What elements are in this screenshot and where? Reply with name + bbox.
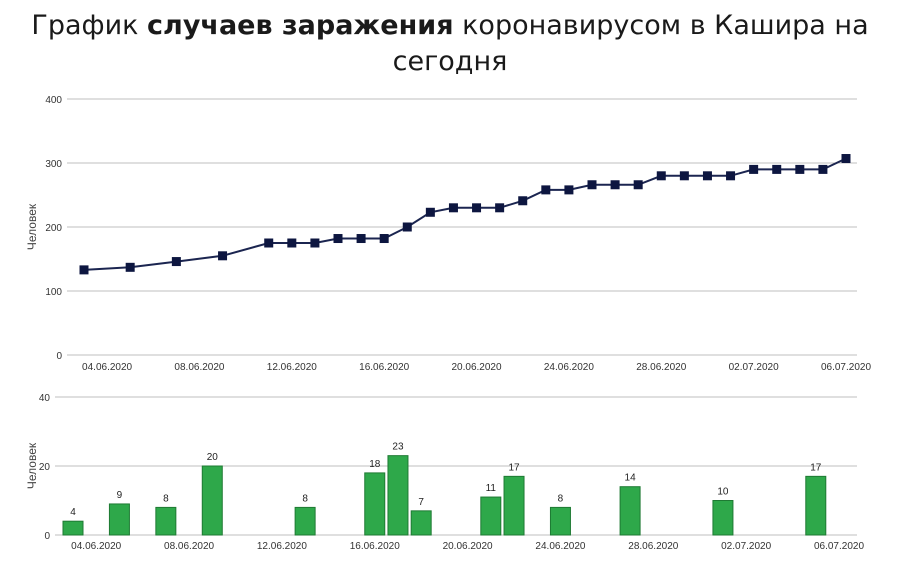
bar bbox=[62, 520, 84, 536]
bar-xtick-label: 06.07.2020 bbox=[814, 541, 864, 552]
data-point bbox=[448, 203, 458, 213]
line-xtick-label: 24.06.2020 bbox=[544, 362, 594, 373]
title-part-2: коронавирусом в Кашира на сегодня bbox=[392, 10, 869, 77]
bar-data-label: 9 bbox=[117, 490, 123, 501]
line-xtick-label: 06.07.2020 bbox=[821, 362, 871, 373]
bar-xtick-label: 02.07.2020 bbox=[721, 541, 771, 552]
data-point bbox=[656, 171, 666, 181]
data-point bbox=[841, 154, 851, 164]
line-xtick-label: 08.06.2020 bbox=[174, 362, 224, 373]
bar bbox=[364, 472, 386, 536]
line-xtick-label: 04.06.2020 bbox=[82, 362, 132, 373]
bar bbox=[549, 506, 571, 536]
bar bbox=[155, 506, 177, 536]
line-ytick-label: 200 bbox=[45, 223, 62, 234]
bar-xtick-label: 08.06.2020 bbox=[164, 541, 214, 552]
data-point bbox=[79, 265, 89, 275]
bar bbox=[387, 455, 409, 536]
data-point bbox=[679, 171, 689, 181]
bar-chart: 0 20 40 Человек 04.06.2020 08.06.2020 12.06.20… bbox=[25, 393, 864, 552]
bar-ytick-label: 20 bbox=[39, 462, 51, 473]
data-point bbox=[356, 234, 366, 244]
data-point bbox=[702, 171, 712, 181]
data-point bbox=[125, 262, 135, 272]
title-bold: случаев заражения bbox=[147, 10, 454, 41]
bar bbox=[108, 503, 130, 536]
line-xtick-label: 20.06.2020 bbox=[452, 362, 502, 373]
data-point bbox=[726, 171, 736, 181]
bar-data-label: 14 bbox=[625, 473, 637, 484]
bar-data-label: 11 bbox=[486, 483, 497, 494]
data-point bbox=[218, 251, 228, 261]
bar-xtick-label: 12.06.2020 bbox=[257, 541, 307, 552]
line-xtick-label: 02.07.2020 bbox=[729, 362, 779, 373]
data-point bbox=[610, 180, 620, 190]
bar-y-axis-label: Человек bbox=[25, 442, 39, 489]
data-point bbox=[518, 196, 528, 206]
bar-data-label: 10 bbox=[717, 487, 729, 498]
bar-ytick-label: 40 bbox=[39, 393, 51, 404]
bar bbox=[480, 496, 502, 536]
line-xtick-label: 12.06.2020 bbox=[267, 362, 317, 373]
bar-data-label: 7 bbox=[418, 497, 424, 508]
data-point bbox=[587, 180, 597, 190]
title-part-1: График bbox=[31, 10, 148, 41]
bar bbox=[503, 475, 525, 536]
line-chart: 0 100 200 300 400 Человек 04.06.2020 08.06.2020… bbox=[25, 95, 871, 373]
data-point bbox=[818, 164, 828, 174]
data-point bbox=[541, 185, 551, 195]
data-point bbox=[749, 164, 759, 174]
chart-title: График случаев заражения коронавирусом в… bbox=[0, 8, 900, 80]
data-point bbox=[171, 257, 181, 267]
bar bbox=[619, 486, 641, 536]
data-point bbox=[633, 180, 643, 190]
data-point bbox=[264, 238, 274, 248]
data-point bbox=[333, 234, 343, 244]
line-ytick-label: 300 bbox=[45, 159, 62, 170]
data-point bbox=[310, 238, 320, 248]
data-point bbox=[287, 238, 297, 248]
bar-data-label: 8 bbox=[302, 493, 308, 504]
bar bbox=[805, 475, 827, 536]
bar-data-label: 18 bbox=[369, 459, 381, 470]
data-point bbox=[472, 203, 482, 213]
bar-data-label: 8 bbox=[163, 493, 169, 504]
data-point bbox=[772, 164, 782, 174]
bar-data-label: 4 bbox=[70, 507, 76, 518]
line-xtick-label: 16.06.2020 bbox=[359, 362, 409, 373]
bar-data-label: 23 bbox=[392, 442, 404, 453]
bar-xtick-label: 04.06.2020 bbox=[71, 541, 121, 552]
data-point bbox=[402, 222, 412, 232]
data-point bbox=[564, 185, 574, 195]
data-point bbox=[795, 164, 805, 174]
line-ytick-label: 0 bbox=[56, 351, 62, 362]
bar-xtick-label: 20.06.2020 bbox=[443, 541, 493, 552]
data-point bbox=[425, 207, 435, 217]
line-xtick-label: 28.06.2020 bbox=[636, 362, 686, 373]
data-point bbox=[495, 203, 505, 213]
bar-data-label: 20 bbox=[207, 452, 219, 463]
bar-data-label: 17 bbox=[810, 462, 822, 473]
bar-data-label: 8 bbox=[558, 493, 564, 504]
bar-data-label: 17 bbox=[508, 462, 520, 473]
bar-ytick-label: 0 bbox=[44, 531, 50, 542]
bar-xtick-label: 24.06.2020 bbox=[535, 541, 585, 552]
bar-xtick-label: 28.06.2020 bbox=[628, 541, 678, 552]
line-ytick-label: 400 bbox=[45, 95, 62, 106]
line-ytick-label: 100 bbox=[45, 287, 62, 298]
data-point bbox=[379, 234, 389, 244]
bar bbox=[712, 500, 734, 536]
bar bbox=[201, 465, 223, 536]
bar bbox=[410, 510, 432, 536]
bar bbox=[294, 506, 316, 536]
line-y-axis-label: Человек bbox=[25, 203, 39, 250]
bar-xtick-label: 16.06.2020 bbox=[350, 541, 400, 552]
